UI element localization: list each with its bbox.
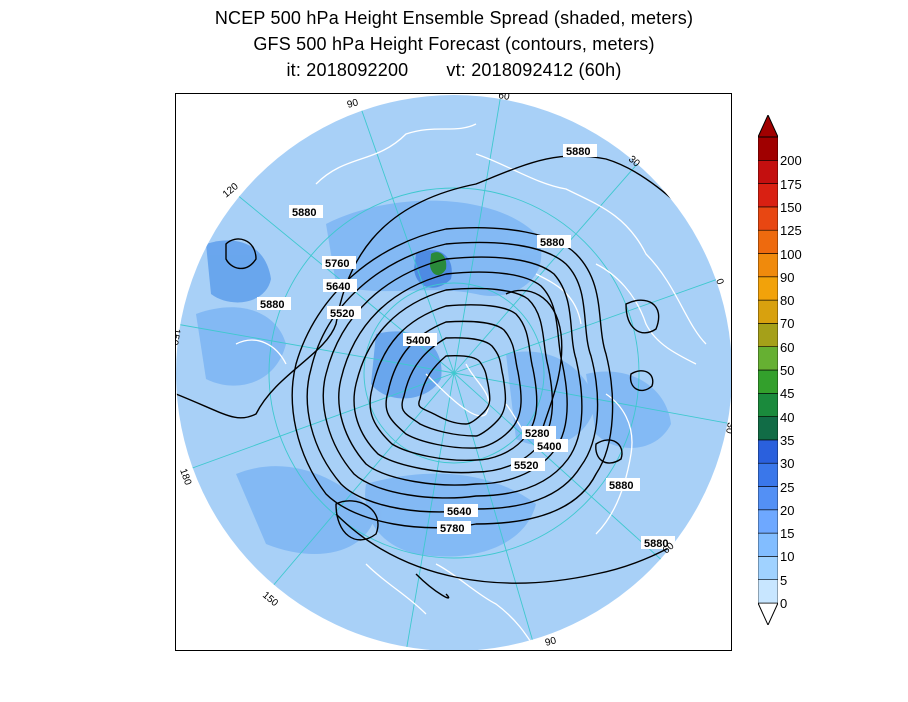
lat-lon-grid [176,95,731,650]
colorbar-swatch [758,206,778,231]
colorbar-swatch [758,229,778,254]
colorbar-swatch [758,276,778,301]
colorbar-swatch [758,439,778,464]
colorbar-label: 10 [780,549,795,565]
contour-label: 5640 [323,279,357,293]
colorbar-swatch [758,159,778,184]
colorbar-label: 80 [780,293,795,309]
colorbar-top-arrow [758,115,778,138]
lon-label: 30 [723,421,732,434]
svg-text:5760: 5760 [325,258,349,270]
colorbar-label: 100 [780,246,802,262]
contour-label: 5640 [444,504,478,518]
colorbar-label: 50 [780,363,795,378]
map-frame: 5880 5880 5880 5880 5880 5880 5760 5640 … [175,93,732,651]
colorbar-label: 20 [780,502,795,518]
colorbar-label: 15 [780,526,795,542]
lon-label: 0 [713,277,725,286]
colorbar-label: 30 [780,456,795,472]
init-time-label: it: 2018092200 [286,60,409,80]
contour-label: 5880 [606,478,640,492]
contour-label: 5520 [327,306,361,320]
colorbar-swatch [758,253,778,278]
colorbar-label: 125 [780,223,802,239]
colorbar-swatch [758,509,778,534]
valid-time-label: vt: 2018092412 (60h) [446,60,622,80]
svg-text:5400: 5400 [537,441,561,453]
lon-label: 60 [497,94,510,103]
colorbar [758,115,778,625]
lon-label: 90 [346,97,360,111]
colorbar-bottom-arrow [758,602,778,625]
lon-label: 150 [260,590,280,609]
colorbar-swatch [758,462,778,487]
svg-text:5880: 5880 [292,207,316,219]
colorbar-swatch [758,323,778,347]
svg-text:5520: 5520 [330,308,354,320]
svg-text:5400: 5400 [406,335,430,347]
svg-text:5880: 5880 [609,480,633,492]
colorbar-label: 25 [780,479,795,495]
polar-map: 5880 5880 5880 5880 5880 5880 5760 5640 … [176,94,732,650]
title-line-3: it: 2018092200 vt: 2018092412 (60h) [0,60,908,81]
contour-label: 5880 [537,235,571,249]
colorbar-label: 70 [780,316,795,332]
title-line-1: NCEP 500 hPa Height Ensemble Spread (sha… [214,8,694,28]
contour-label: 5880 [257,297,291,311]
colorbar-swatch [758,579,778,604]
colorbar-labels: 0 5 10 15 20 25 30 35 40 45 50 60 70 80 90 100 125 150 175… [780,115,840,625]
contour-label: 5880 [289,205,323,219]
colorbar-label: 45 [780,386,795,402]
colorbar-swatch [758,299,778,324]
colorbar-swatch [758,532,778,557]
colorbar-label: 40 [780,409,795,425]
colorbar-swatch [758,392,778,417]
contour-label: 5780 [437,521,471,535]
contour-labels: 5880 5880 5880 5880 5880 5880 5760 5640 … [257,144,675,550]
contour-label: 5880 [563,144,597,158]
svg-text:5520: 5520 [514,460,538,472]
svg-text:5780: 5780 [440,523,464,535]
lon-label: 90 [544,635,558,649]
spread-shading-green [430,252,447,276]
colorbar-swatch [758,369,778,394]
colorbar-label: 60 [780,339,795,355]
colorbar-label: 90 [780,269,795,285]
colorbar-swatch [758,416,778,441]
colorbar-swatch [758,486,778,511]
colorbar-swatch [758,556,778,580]
svg-text:5640: 5640 [447,506,471,518]
colorbar-swatch [758,136,778,161]
svg-text:5880: 5880 [644,538,668,550]
contour-label: 5880 [641,536,675,550]
svg-text:5880: 5880 [260,299,284,311]
colorbar-label: 5 [780,572,788,588]
colorbar-label: 0 [780,596,788,611]
lon-label: 180 [177,467,193,487]
svg-text:5880: 5880 [540,237,564,249]
colorbar-label: 200 [780,153,802,169]
lon-label: 150 [176,327,182,346]
svg-text:5280: 5280 [525,428,549,440]
lon-label: 120 [221,181,241,200]
svg-text:5880: 5880 [566,146,590,158]
contour-label: 5520 [511,458,545,472]
svg-text:5640: 5640 [326,281,350,293]
contour-label: 5400 [403,333,437,347]
title-line-2: GFS 500 hPa Height Forecast (contours, m… [253,34,655,54]
colorbar-swatch [758,183,778,208]
colorbar-label: 150 [780,199,802,215]
colorbar-label: 175 [780,176,802,192]
contour-label: 5760 [322,256,356,270]
colorbar-label: 35 [780,432,795,448]
contour-label: 5280 [522,426,556,440]
contour-label: 5400 [534,439,568,453]
colorbar-swatch [758,346,778,371]
